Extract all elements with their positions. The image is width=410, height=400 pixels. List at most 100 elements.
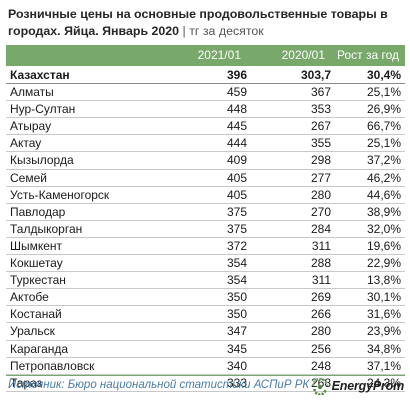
- header-col-2021: 2021/01: [197, 48, 241, 62]
- table-row: Усть-Каменогорск 405 280 44,6%: [6, 187, 405, 204]
- value-2020: 256: [310, 341, 331, 356]
- city-name: Актау: [10, 136, 42, 151]
- table-row: Павлодар 375 270 38,9%: [6, 204, 405, 221]
- value-2021: 375: [226, 204, 247, 219]
- energyprom-logo-icon: [311, 377, 328, 395]
- value-2021: 396: [226, 68, 247, 82]
- value-2020: 355: [310, 136, 331, 151]
- value-2021: 347: [226, 324, 247, 339]
- table-row: Тараз 333 268 24,3%: [6, 375, 405, 392]
- value-2020: 311: [311, 273, 331, 288]
- table-row: Актау 444 355 25,1%: [6, 135, 405, 153]
- value-2021: 354: [226, 273, 247, 288]
- city-name: Тараз: [10, 375, 43, 390]
- header-col-growth: Рост за год: [336, 48, 399, 62]
- table-row: Актобе 350 269 30,1%: [6, 289, 405, 307]
- city-name: Караганда: [10, 341, 69, 356]
- value-2020: 280: [310, 187, 331, 202]
- city-name: Павлодар: [10, 204, 66, 219]
- city-name: Усть-Каменогорск: [10, 187, 110, 202]
- value-2020: 277: [310, 170, 331, 185]
- growth-value: 19,6%: [366, 238, 401, 253]
- growth-value: 23,9%: [366, 324, 401, 339]
- table-row: Нур-Султан 448 353 26,9%: [6, 101, 405, 119]
- city-name: Талдыкорган: [10, 221, 83, 236]
- table-row: Кокшетау 354 288 22,9%: [6, 255, 405, 273]
- table-row: Караганда 345 256 34,8%: [6, 341, 405, 358]
- value-2021: 405: [226, 187, 247, 202]
- source-note: Источник: Бюро национальной статистики А…: [8, 379, 310, 391]
- value-2020: 303,7: [300, 68, 331, 82]
- value-2020: 311: [311, 238, 331, 253]
- value-2021: 354: [226, 256, 247, 271]
- value-2020: 284: [310, 221, 331, 236]
- table-body: Казахстан 396 303,7 30,4% Алматы 459 367 25,1% Н…: [6, 67, 405, 392]
- city-name: Кокшетау: [10, 256, 63, 271]
- table-row: Уральск 347 280 23,9%: [6, 323, 405, 341]
- value-2020: 270: [310, 204, 331, 219]
- city-name: Шымкент: [10, 238, 63, 253]
- value-2020: 248: [310, 358, 331, 373]
- table-row: Костанай 350 266 31,6%: [6, 306, 405, 324]
- energyprom-logo: EnergyProm: [311, 377, 404, 395]
- value-2021: 444: [226, 136, 247, 151]
- header-col-2020: 2020/01: [281, 48, 325, 62]
- table-row: Петропавловск 340 248 37,1%: [6, 358, 405, 375]
- value-2020: 280: [310, 324, 331, 339]
- growth-value: 34,8%: [366, 341, 401, 356]
- value-2020: 269: [310, 290, 331, 305]
- value-2021: 448: [226, 102, 247, 117]
- city-name: Нур-Султан: [10, 102, 76, 117]
- city-name: Петропавловск: [10, 358, 95, 373]
- title-main: Розничные цены на основные продовольстве…: [8, 7, 388, 38]
- growth-value: 46,2%: [366, 170, 401, 185]
- growth-value: 13,8%: [366, 273, 401, 288]
- growth-value: 30,4%: [366, 68, 401, 82]
- city-name: Семей: [10, 170, 47, 185]
- growth-value: 25,1%: [366, 85, 401, 100]
- city-name: Актобе: [10, 290, 49, 305]
- value-2020: 267: [310, 119, 331, 134]
- city-name: Алматы: [10, 85, 54, 100]
- value-2021: 459: [226, 85, 247, 100]
- value-2021: 405: [226, 170, 247, 185]
- growth-value: 22,9%: [366, 256, 401, 271]
- growth-value: 38,9%: [366, 204, 401, 219]
- logo-text: EnergyProm: [331, 379, 405, 393]
- growth-value: 25,1%: [366, 136, 401, 151]
- title-unit: тг за десяток: [189, 24, 264, 38]
- growth-value: 30,1%: [366, 290, 401, 305]
- title-separator: |: [182, 24, 190, 38]
- growth-value: 37,1%: [366, 358, 401, 373]
- value-2021: 350: [226, 307, 247, 322]
- city-name: Туркестан: [10, 273, 66, 288]
- growth-value: 44,6%: [366, 187, 401, 202]
- growth-value: 26,9%: [366, 102, 401, 117]
- table-row: Семей 405 277 46,2%: [6, 170, 405, 187]
- value-2021: 445: [226, 119, 247, 134]
- value-2020: 288: [310, 256, 331, 271]
- table-header: 2021/01 2020/01 Рост за год: [6, 45, 405, 66]
- value-2021: 350: [226, 290, 247, 305]
- table-row: Туркестан 354 311 13,8%: [6, 272, 405, 290]
- growth-value: 32,0%: [366, 221, 401, 236]
- table-row: Кызылорда 409 298 37,2%: [6, 152, 405, 170]
- table-row: Шымкент 372 311 19,6%: [6, 238, 405, 256]
- value-2021: 409: [226, 153, 247, 168]
- footer-divider: [6, 375, 405, 376]
- growth-value: 31,6%: [366, 307, 401, 322]
- table-row: Талдыкорган 375 284 32,0%: [6, 221, 405, 238]
- value-2021: 372: [226, 238, 247, 253]
- value-2020: 298: [310, 153, 331, 168]
- value-2020: 367: [310, 85, 331, 100]
- growth-value: 37,2%: [366, 153, 401, 168]
- value-2020: 266: [310, 307, 331, 322]
- growth-value: 24,3%: [366, 375, 401, 390]
- value-2021: 333: [226, 375, 247, 390]
- value-2021: 340: [226, 358, 247, 373]
- city-name: Костанай: [10, 307, 62, 322]
- city-name: Казахстан: [10, 68, 70, 82]
- table-title: Розничные цены на основные продовольстве…: [8, 6, 404, 40]
- city-name: Уральск: [10, 324, 55, 339]
- growth-value: 66,7%: [366, 119, 401, 134]
